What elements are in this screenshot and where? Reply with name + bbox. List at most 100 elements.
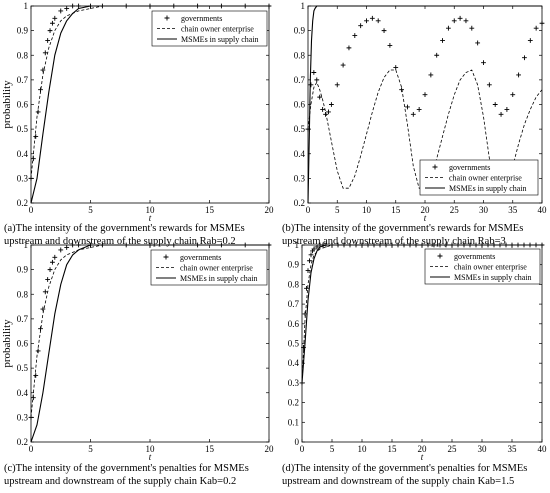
x-axis-label: t [421,452,424,462]
y-tick-label: 0.1 [288,417,299,427]
data-point-c [76,242,81,248]
data-point-a [50,20,55,26]
y-tick-label: 0.7 [17,314,29,324]
x-tick-label: 10 [362,205,372,215]
data-point-a [64,6,70,11]
x-tick-label: 15 [388,444,398,454]
y-tick-label: 0.8 [17,289,29,299]
data-point-b [416,107,422,112]
y-tick-label: 0.9 [17,265,29,275]
data-point-b [422,92,428,98]
data-point-c [35,348,41,354]
y-tick-label: 1 [301,1,306,11]
data-point-b [463,18,469,24]
y-tick-label: 0.6 [17,100,29,110]
data-point-b [498,111,504,117]
data-point-b [510,92,516,98]
data-point-d [307,258,312,264]
legend-label: MSMEs in supply chain [181,35,259,44]
data-point-c [64,245,70,250]
x-tick-label: 35 [508,444,518,454]
y-tick-label: 0.8 [17,50,29,60]
x-tick-label: 0 [306,205,311,215]
caption-b-line2: upstream and downstream of the supply ch… [282,236,506,247]
data-point-d [305,268,311,274]
data-point-c [70,242,76,248]
data-point-b [381,28,387,34]
panel-d: 0 5 10 15 20 25 30 35 40 0 0.1 0.2 0.3 0.4 0.5 0.6 0.7 0.… [288,240,547,462]
panel-c: 0 5 10 15 20 0.2 0.3 0.4 0.5 0.6 0.7 0.8 0.9 1 probabi… [1,240,274,462]
x-tick-label: 10 [146,205,156,215]
y-axis-label: probability [1,319,13,368]
data-point-b [504,107,510,112]
y-tick-label: 0.5 [17,124,29,134]
y-tick-label: 0.8 [294,50,306,60]
x-tick-label: 0 [300,444,305,454]
y-tick-label: 0.4 [17,388,29,398]
legend-label: MSMEs in supply chain [449,184,527,193]
data-point-b [434,52,440,58]
data-point-c [42,289,48,295]
data-point-d [308,252,314,258]
x-tick-label: 15 [205,444,215,454]
series-line-msmes-c [30,244,269,443]
data-point-b [317,94,323,100]
y-tick-label: 0.3 [17,173,29,183]
panel-a: 0 5 10 15 20 0.2 0.3 0.4 0.5 0.6 0.7 0.8 0.9 1 probabi… [1,1,274,223]
data-point-b [329,102,334,107]
x-tick-label: 30 [478,444,488,454]
legend-box [151,10,268,47]
y-tick-label: 0.5 [288,339,300,349]
y-tick-label: 0.9 [294,26,306,36]
x-tick-label: 20 [421,205,431,215]
y-tick-label: 0.6 [17,339,29,349]
data-point-b [405,104,410,110]
x-tick-label: 15 [391,205,401,215]
legend-label: MSMEs in supply chain [180,274,258,283]
x-tick-label: 15 [205,205,215,215]
y-tick-label: 0.7 [294,75,306,85]
data-point-c [45,277,51,282]
legend-label: governments [181,14,222,23]
data-point-a [45,38,51,43]
y-tick-label: 1 [24,240,29,250]
caption-a-line1: (a)The intensity of the government's rew… [4,223,245,234]
data-point-b [481,60,486,66]
data-point-c [58,247,64,253]
y-tick-label: 0.2 [288,398,299,408]
data-point-b [486,82,492,88]
series-line-msmes-d [301,244,542,383]
y-tick-label: 0.5 [294,124,306,134]
data-point-b [346,45,352,51]
x-axis-label: t [424,213,427,223]
data-point-b [457,15,463,21]
data-point-d [314,244,320,250]
y-tick-label: 0.2 [294,198,305,208]
x-tick-label: 5 [335,205,340,215]
x-tick-label: 20 [265,444,275,454]
data-point-a [47,28,53,34]
legend-label: chain owner enterprise [180,264,253,273]
data-point-b [364,18,369,24]
data-point-a [58,8,64,14]
series-line-msmes-a [30,5,269,204]
x-tick-label: 20 [265,205,275,215]
y-tick-label: 0 [295,437,300,447]
y-tick-label: 0.6 [288,319,300,329]
x-axis-label: t [149,452,152,462]
legend-marker [437,253,443,259]
data-point-b [323,111,328,117]
y-tick-label: 0.4 [294,149,306,159]
caption-c-line2: upstream and downstream of the supply ch… [4,476,237,487]
x-tick-label: 10 [146,444,156,454]
y-tick-label: 0.3 [288,378,300,388]
data-point-b [492,102,498,107]
data-point-b [410,111,416,117]
y-tick-label: 0.6 [294,100,306,110]
data-point-b [326,109,331,115]
caption-d-line2: upstream and downstream of the supply ch… [282,476,515,487]
data-point-b [451,18,457,24]
